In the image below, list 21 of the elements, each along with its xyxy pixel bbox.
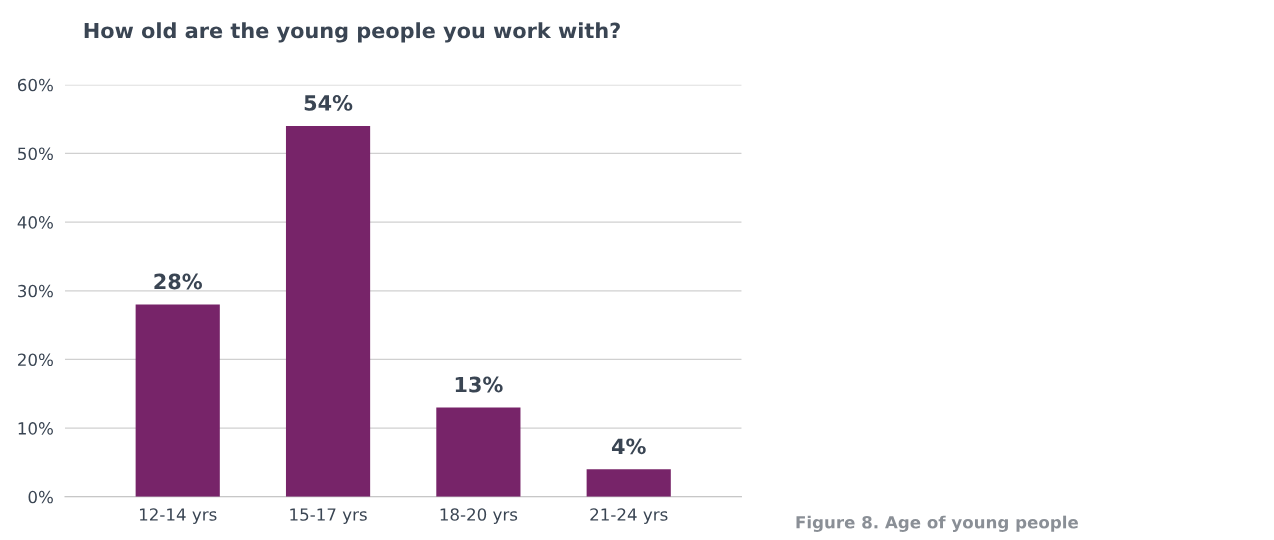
bar — [285, 125, 371, 497]
y-tick-label: 0% — [28, 490, 53, 504]
y-tick-label: 10% — [18, 422, 53, 435]
y-tick-label: 60% — [17, 78, 53, 92]
x-tick-label: 15-17 yrs — [290, 508, 367, 525]
caption: Figure 8. Age of young people — [796, 515, 1078, 532]
y-tick-label: 50% — [18, 147, 53, 161]
bar — [135, 304, 220, 497]
bar — [436, 407, 521, 497]
x-tick-label: 12-14 yrs — [139, 508, 217, 525]
chart-title: How old are the young people you work with? — [84, 22, 620, 43]
data-label: 4% — [611, 438, 646, 455]
data-label: 54% — [304, 95, 353, 111]
data-label: 13% — [455, 376, 503, 393]
y-tick-label: 40% — [17, 216, 53, 229]
y-tick-label: 30% — [18, 284, 53, 298]
x-tick-label: 21-24 yrs — [590, 508, 668, 525]
bar — [586, 469, 671, 497]
x-tick-label: 18-20 yrs — [440, 508, 518, 525]
y-tick-label: 20% — [18, 353, 53, 367]
data-label: 28% — [154, 273, 202, 290]
